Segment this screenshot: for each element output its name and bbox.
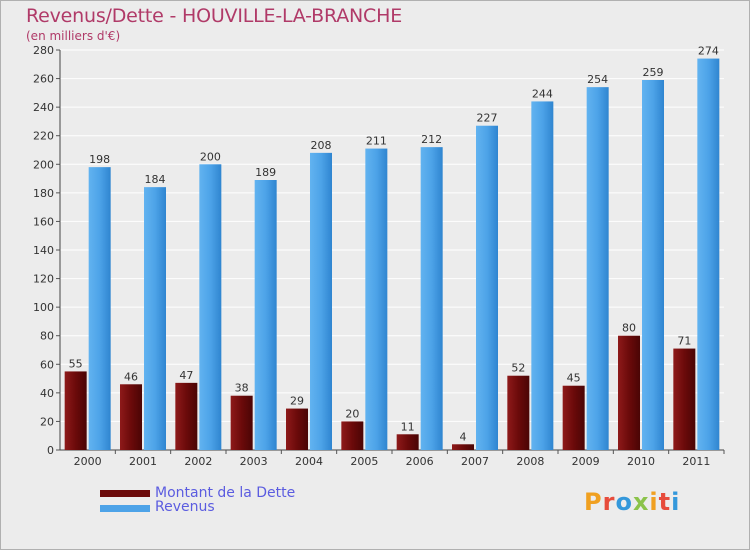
- legend-label-debt: Montant de la Dette: [155, 485, 296, 501]
- bar-debt: [396, 434, 419, 450]
- y-tick-label: 160: [33, 215, 54, 228]
- bar-debt: [120, 384, 142, 450]
- x-tick-label: 2001: [129, 455, 157, 468]
- data-label-revenue: 198: [89, 153, 110, 166]
- x-tick-label: 2010: [627, 455, 655, 468]
- data-label-debt: 47: [179, 369, 193, 382]
- data-label-revenue: 259: [643, 66, 664, 79]
- y-tick-label: 100: [33, 301, 54, 314]
- bar-revenue: [586, 87, 609, 451]
- bar-debt: [452, 444, 474, 450]
- y-tick-label: 260: [33, 73, 54, 86]
- data-label-revenue: 208: [311, 139, 332, 152]
- data-label-debt: 4: [460, 430, 467, 443]
- data-label-revenue: 184: [145, 173, 166, 186]
- bar-debt: [175, 382, 198, 450]
- legend-swatch-revenue: [100, 505, 150, 512]
- bar-debt: [64, 371, 87, 450]
- y-tick-label: 0: [47, 444, 54, 457]
- bar-revenue: [697, 58, 720, 450]
- x-tick-label: 2011: [682, 455, 710, 468]
- data-label-revenue: 212: [421, 133, 442, 146]
- chart-subtitle: (en milliers d'€): [26, 29, 121, 43]
- data-label-revenue: 274: [698, 45, 719, 58]
- bar-revenue: [365, 148, 388, 451]
- bar-revenue: [254, 180, 277, 450]
- chart-title: Revenus/Dette - HOUVILLE-LA-BRANCHE: [26, 5, 402, 27]
- x-tick-label: 2009: [572, 455, 600, 468]
- bar-debt: [618, 335, 640, 450]
- x-tick-label: 2002: [184, 455, 212, 468]
- data-label-debt: 55: [69, 357, 83, 370]
- x-tick-label: 2008: [516, 455, 544, 468]
- bar-debt: [673, 348, 696, 450]
- bar-revenue: [642, 80, 664, 450]
- data-label-revenue: 254: [587, 73, 608, 86]
- y-tick-label: 140: [33, 244, 54, 257]
- data-label-debt: 52: [511, 362, 525, 375]
- proxiti-logo: Proxiti: [584, 488, 681, 516]
- data-label-debt: 11: [401, 420, 415, 433]
- bar-revenue: [476, 125, 498, 450]
- x-tick-label: 2005: [350, 455, 378, 468]
- bar-revenue: [531, 101, 554, 450]
- data-label-revenue: 189: [255, 166, 276, 179]
- data-label-revenue: 227: [477, 112, 498, 125]
- legend-label-revenue: Revenus: [155, 499, 215, 515]
- x-tick-label: 2007: [461, 455, 489, 468]
- x-tick-label: 2006: [406, 455, 434, 468]
- x-tick-label: 2003: [240, 455, 268, 468]
- data-label-debt: 38: [235, 382, 249, 395]
- x-tick-label: 2004: [295, 455, 323, 468]
- data-label-debt: 45: [567, 372, 581, 385]
- y-tick-label: 40: [40, 387, 54, 400]
- bar-debt: [507, 375, 530, 450]
- bar-revenue: [310, 152, 332, 450]
- data-label-debt: 71: [677, 335, 691, 348]
- bar-debt: [341, 421, 364, 450]
- data-label-debt: 80: [622, 322, 636, 335]
- data-label-revenue: 244: [532, 87, 553, 100]
- data-label-revenue: 200: [200, 150, 221, 163]
- bar-debt: [230, 395, 253, 450]
- data-label-debt: 20: [345, 407, 359, 420]
- bar-revenue: [144, 187, 166, 450]
- legend-swatch-debt: [100, 490, 150, 497]
- y-tick-label: 80: [40, 330, 54, 343]
- data-label-debt: 46: [124, 370, 138, 383]
- data-label-revenue: 211: [366, 135, 387, 148]
- y-tick-label: 200: [33, 158, 54, 171]
- y-tick-label: 220: [33, 130, 54, 143]
- data-label-debt: 29: [290, 395, 304, 408]
- y-tick-label: 240: [33, 101, 54, 114]
- bar-debt: [562, 385, 585, 450]
- y-tick-label: 280: [33, 44, 54, 57]
- y-tick-label: 60: [40, 358, 54, 371]
- bar-debt: [286, 408, 308, 450]
- bar-revenue: [88, 167, 111, 450]
- bar-revenue: [420, 147, 443, 450]
- bar-revenue: [199, 164, 222, 451]
- y-tick-label: 120: [33, 273, 54, 286]
- y-tick-label: 20: [40, 415, 54, 428]
- y-tick-label: 180: [33, 187, 54, 200]
- x-tick-label: 2000: [74, 455, 102, 468]
